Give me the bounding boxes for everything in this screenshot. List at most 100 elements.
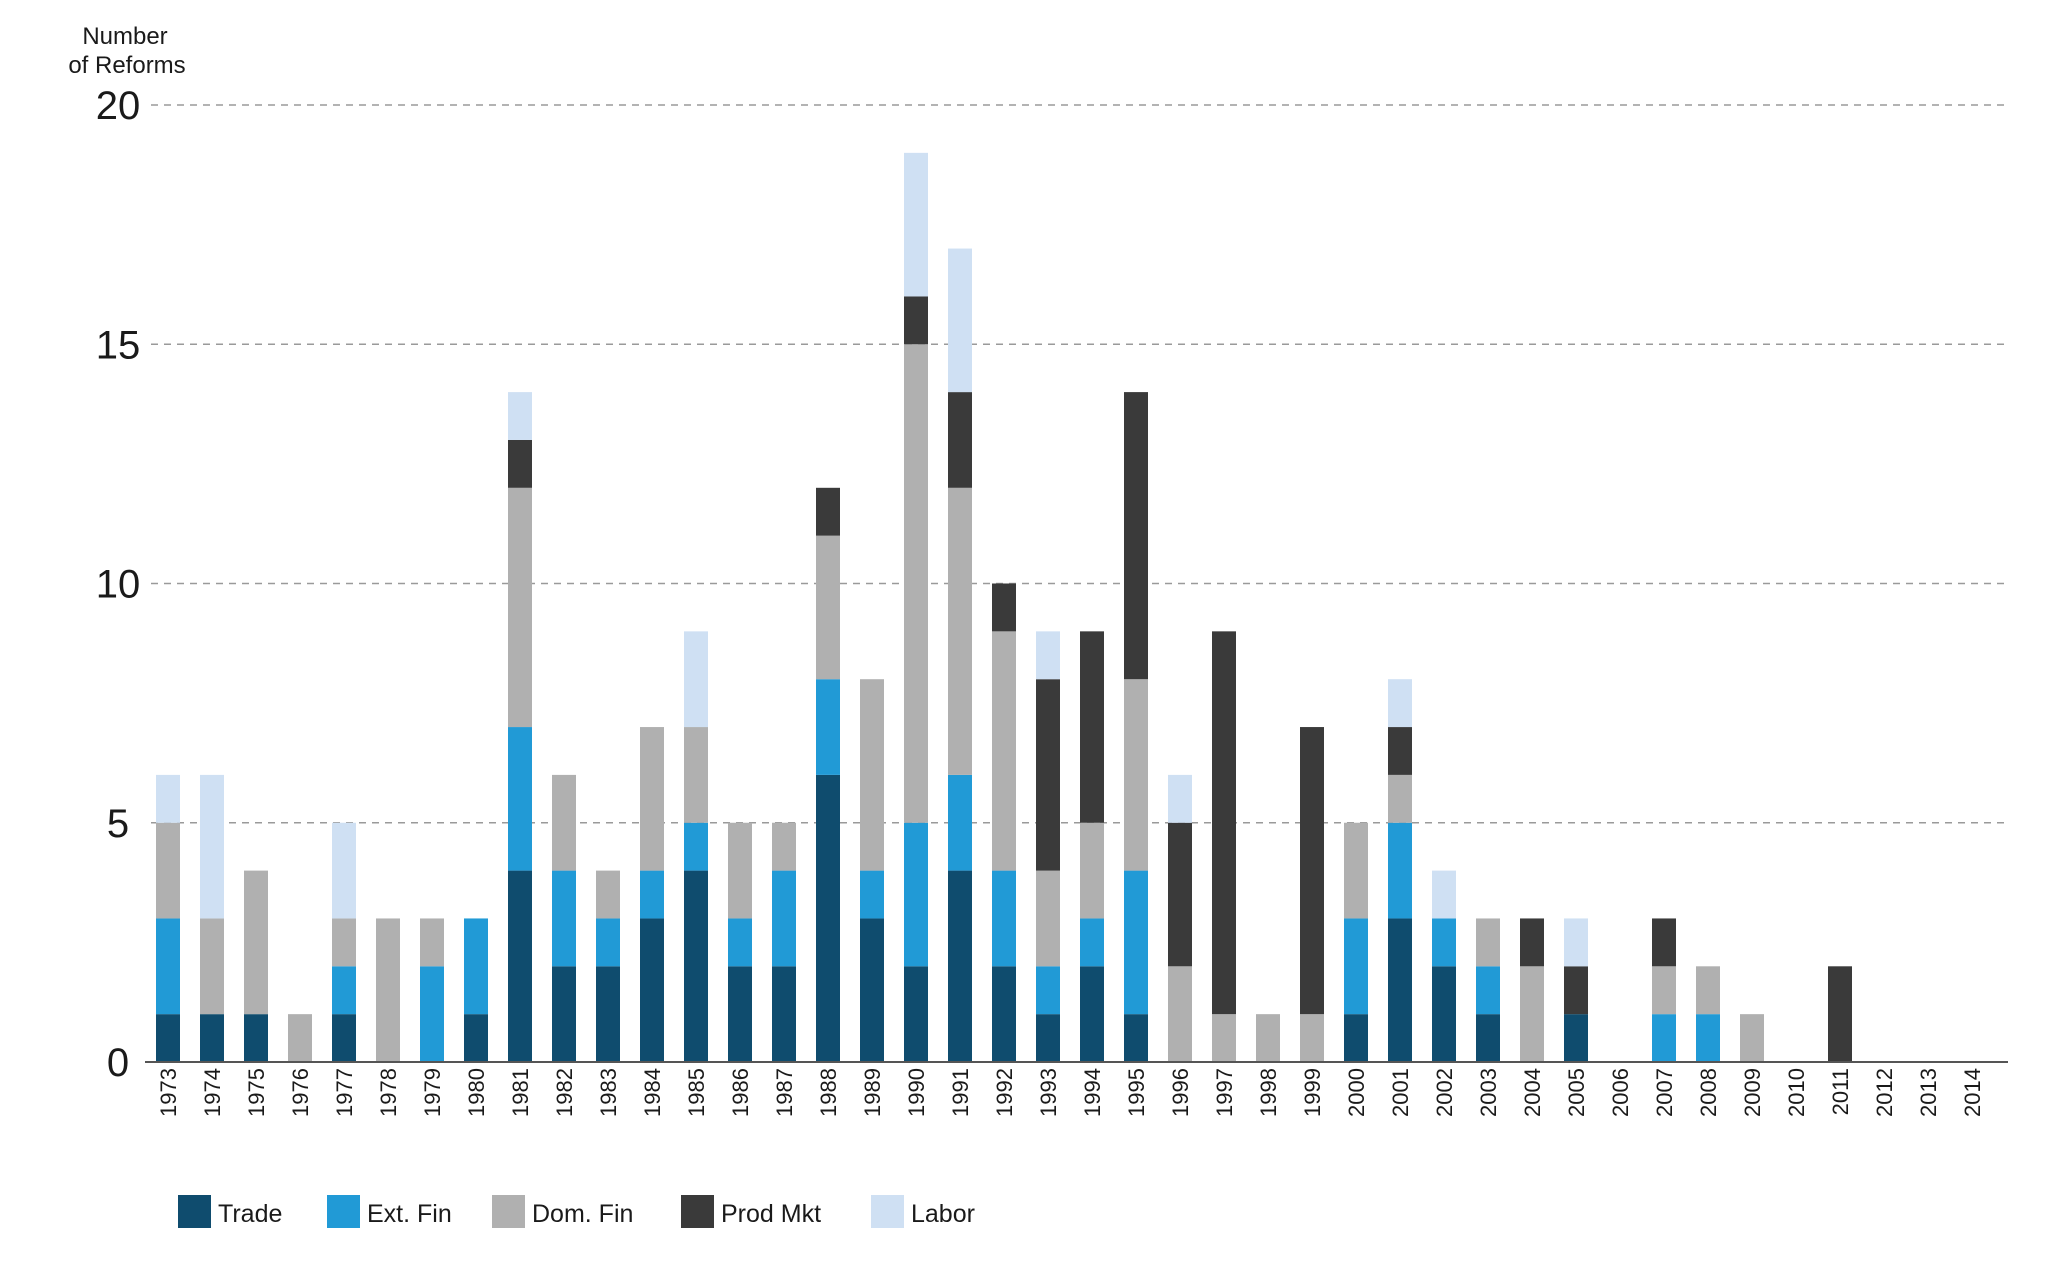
bar-segment-1977-dom-fin [332, 918, 356, 967]
bar-segment-1989-ext-fin [860, 870, 884, 919]
legend-item-dom-fin: Dom. Fin [492, 1195, 633, 1228]
x-tick-label: 1989 [860, 1068, 885, 1117]
bar-segment-1990-dom-fin [904, 344, 928, 823]
bar-segment-1984-dom-fin [640, 727, 664, 871]
bar-segment-1985-trade [684, 870, 708, 1062]
bar-segment-1986-dom-fin [728, 822, 752, 919]
bar-segment-2004-prod-mkt [1520, 918, 1544, 967]
y-tick-label: 10 [96, 563, 141, 607]
x-tick-label: 1973 [156, 1068, 181, 1117]
bar-segment-1997-dom-fin [1212, 1014, 1236, 1062]
bar-segment-1975-dom-fin [244, 870, 268, 1015]
x-tick-label: 1994 [1080, 1068, 1105, 1117]
bar-segment-1997-prod-mkt [1212, 631, 1236, 1015]
bar-segment-1995-prod-mkt [1124, 392, 1148, 680]
bar-segment-1999-prod-mkt [1300, 727, 1324, 1015]
x-tick-label: 2002 [1432, 1068, 1457, 1117]
bar-segment-1980-ext-fin [464, 918, 488, 1015]
bar-segment-1988-ext-fin [816, 679, 840, 775]
legend-item-prod-mkt: Prod Mkt [681, 1195, 821, 1228]
bar-segment-1995-dom-fin [1124, 679, 1148, 871]
x-tick-label: 1979 [420, 1068, 445, 1117]
bar-segment-1998-dom-fin [1256, 1014, 1280, 1062]
bar-segment-1988-dom-fin [816, 535, 840, 680]
bar-segment-2001-dom-fin [1388, 774, 1412, 823]
bar-segment-2003-ext-fin [1476, 966, 1500, 1015]
bar-segment-1979-dom-fin [420, 918, 444, 967]
gridlines [151, 104, 2008, 824]
legend-item-trade: Trade [178, 1195, 282, 1228]
bar-segment-2000-ext-fin [1344, 918, 1368, 1015]
bar-segment-1989-dom-fin [860, 679, 884, 871]
x-tick-label: 2004 [1520, 1068, 1545, 1117]
x-tick-label: 1975 [244, 1068, 269, 1117]
x-tick-label: 2003 [1476, 1068, 1501, 1117]
bar-segment-1979-ext-fin [420, 966, 444, 1062]
y-axis-title: Number of Reforms [68, 23, 185, 79]
bar-segment-1982-dom-fin [552, 774, 576, 871]
bar-segment-2000-dom-fin [1344, 822, 1368, 919]
bar-segment-1973-ext-fin [156, 918, 180, 1015]
x-tick-label: 2008 [1696, 1068, 1721, 1117]
x-tick-label: 2001 [1388, 1068, 1413, 1117]
bar-segment-1982-ext-fin [552, 870, 576, 967]
x-tick-label: 2013 [1916, 1068, 1941, 1117]
bar-segment-2003-trade [1476, 1014, 1500, 1062]
bar-segment-2005-trade [1564, 1014, 1588, 1062]
bar-segment-1983-trade [596, 966, 620, 1062]
x-tick-label: 1984 [640, 1068, 665, 1117]
y-tick-label: 5 [107, 802, 129, 846]
bar-segment-1973-labor [156, 774, 180, 823]
x-tick-label: 1983 [596, 1068, 621, 1117]
bar-segment-1995-trade [1124, 1014, 1148, 1062]
legend-item-ext-fin: Ext. Fin [327, 1195, 452, 1228]
x-tick-label: 1992 [992, 1068, 1017, 1117]
legend-swatch [871, 1195, 904, 1228]
bar-segment-1993-dom-fin [1036, 870, 1060, 967]
bar-segment-1974-dom-fin [200, 918, 224, 1015]
bar-segment-2007-prod-mkt [1652, 918, 1676, 967]
x-tick-label: 2014 [1960, 1068, 1985, 1117]
x-tick-label: 1996 [1168, 1068, 1193, 1117]
bar-segment-1993-ext-fin [1036, 966, 1060, 1015]
y-axis-title-line-1: Number [82, 23, 167, 50]
y-tick-label: 20 [96, 84, 141, 128]
bar-segment-2011-prod-mkt [1828, 966, 1852, 1062]
x-tick-label: 1993 [1036, 1068, 1061, 1117]
bar-segment-2008-ext-fin [1696, 1014, 1720, 1062]
bar-segment-1991-labor [948, 248, 972, 393]
bar-segment-1992-ext-fin [992, 870, 1016, 967]
x-tick-label: 1997 [1212, 1068, 1237, 1117]
bar-segment-1981-trade [508, 870, 532, 1062]
bar-segment-1988-prod-mkt [816, 487, 840, 536]
bar-segment-2002-ext-fin [1432, 918, 1456, 967]
bar-segment-1982-trade [552, 966, 576, 1062]
legend-label: Trade [218, 1200, 282, 1228]
x-tick-label: 1985 [684, 1068, 709, 1117]
bar-segment-1990-trade [904, 966, 928, 1062]
bar-segment-1994-prod-mkt [1080, 631, 1104, 823]
bar-segment-2009-dom-fin [1740, 1014, 1764, 1062]
x-tick-label: 2005 [1564, 1068, 1589, 1117]
bar-segment-1991-dom-fin [948, 487, 972, 775]
x-tick-label: 1978 [376, 1068, 401, 1117]
bar-segment-1990-ext-fin [904, 822, 928, 967]
x-tick-label: 1998 [1256, 1068, 1281, 1117]
x-tick-label: 1976 [288, 1068, 313, 1117]
bar-segment-1993-labor [1036, 631, 1060, 680]
bar-segment-1996-labor [1168, 774, 1192, 823]
bar-segment-1981-ext-fin [508, 727, 532, 871]
bar-segment-1973-dom-fin [156, 822, 180, 919]
bar-segment-2007-dom-fin [1652, 966, 1676, 1015]
bar-segment-1990-prod-mkt [904, 296, 928, 345]
bar-segment-1995-ext-fin [1124, 870, 1148, 1015]
bar-segment-1987-dom-fin [772, 822, 796, 871]
bar-segment-1986-ext-fin [728, 918, 752, 967]
bar-segment-1974-trade [200, 1014, 224, 1062]
bar-segment-2008-dom-fin [1696, 966, 1720, 1015]
x-tick-label: 2007 [1652, 1068, 1677, 1117]
bar-segment-2001-ext-fin [1388, 822, 1412, 919]
x-tick-label: 2012 [1872, 1068, 1897, 1117]
bar-segment-1981-labor [508, 392, 532, 440]
